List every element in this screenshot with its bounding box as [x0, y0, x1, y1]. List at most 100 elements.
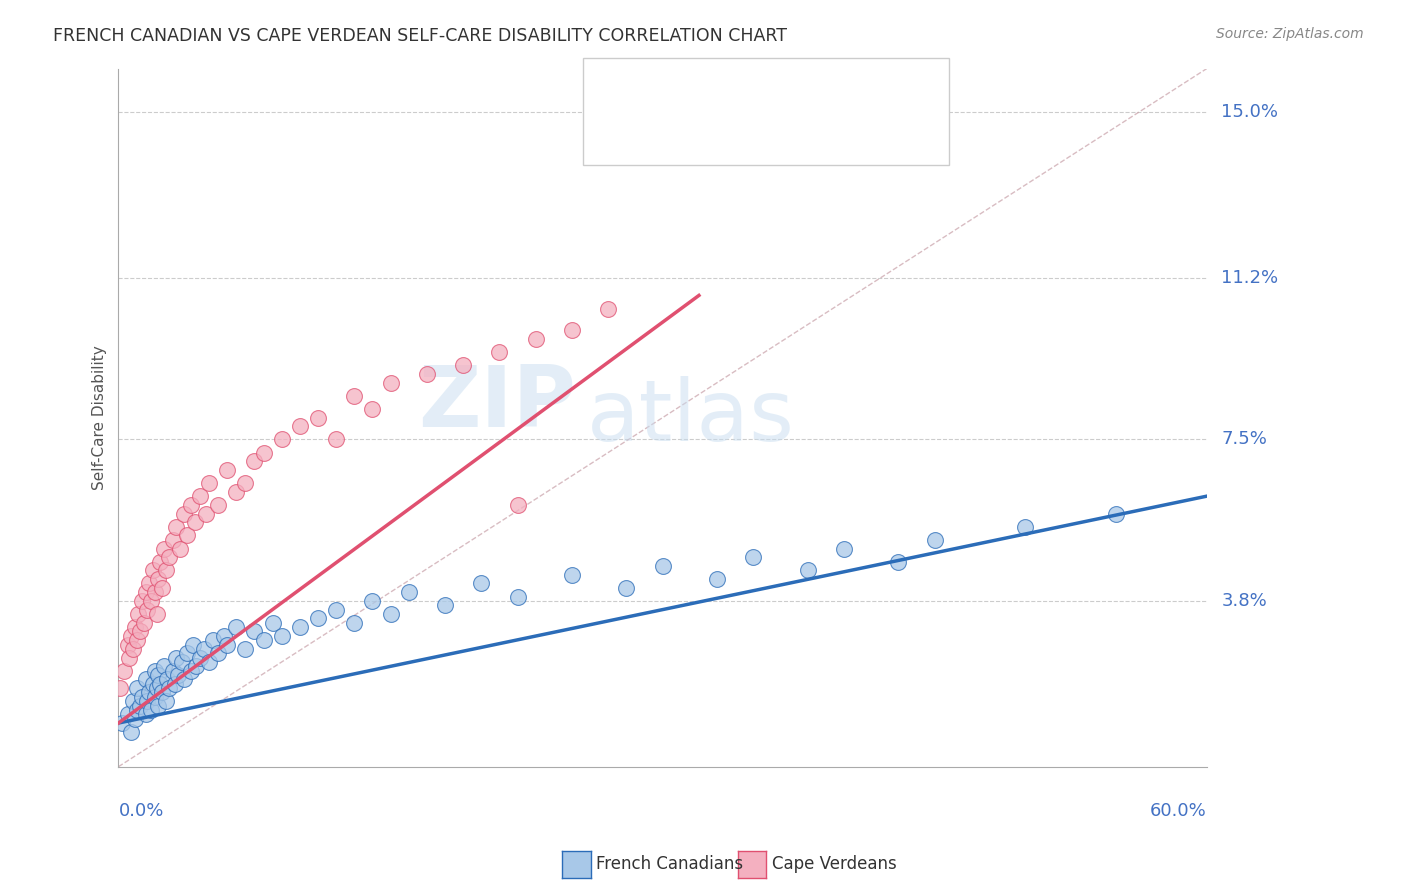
Point: [129, 624, 152, 639]
Point: [162, 533, 184, 547]
Text: 7.5%: 7.5%: [1222, 431, 1267, 449]
Point: [176, 528, 198, 542]
Point: [145, 607, 167, 621]
Point: [150, 685, 173, 699]
Point: [181, 638, 204, 652]
Point: [270, 433, 292, 447]
Point: [307, 611, 329, 625]
Point: [148, 698, 170, 713]
Text: N = 70: N = 70: [780, 82, 838, 100]
Point: [139, 703, 162, 717]
Point: [112, 664, 135, 678]
Point: [117, 707, 139, 722]
Point: [124, 620, 146, 634]
Point: [142, 677, 165, 691]
Point: [156, 673, 179, 687]
Point: [155, 563, 177, 577]
Text: N = 58: N = 58: [780, 120, 838, 138]
Point: [243, 624, 266, 639]
Point: [217, 463, 239, 477]
Point: [451, 358, 474, 372]
Point: [132, 615, 155, 630]
Point: [120, 724, 142, 739]
Text: 3.8%: 3.8%: [1222, 592, 1267, 610]
Point: [832, 541, 855, 556]
Point: [651, 558, 673, 573]
Point: [742, 550, 765, 565]
Point: [235, 641, 257, 656]
Point: [138, 685, 160, 699]
Point: [235, 476, 257, 491]
Text: Cape Verdeans: Cape Verdeans: [772, 855, 897, 873]
Point: [122, 641, 145, 656]
Text: French Canadians: French Canadians: [596, 855, 744, 873]
Point: [148, 572, 170, 586]
Point: [173, 507, 195, 521]
Point: [361, 594, 384, 608]
Point: [135, 707, 157, 722]
Point: [598, 301, 620, 316]
Point: [887, 555, 910, 569]
Point: [143, 664, 166, 678]
Point: [561, 323, 583, 337]
Point: [262, 615, 284, 630]
Point: [561, 567, 583, 582]
Point: [1014, 519, 1036, 533]
Point: [180, 664, 202, 678]
Point: [166, 519, 188, 533]
Point: [706, 572, 728, 586]
Point: [380, 376, 402, 390]
Point: [143, 585, 166, 599]
Point: [122, 694, 145, 708]
Point: [152, 659, 174, 673]
Point: [201, 633, 224, 648]
Point: [136, 602, 159, 616]
Point: [138, 576, 160, 591]
Point: [131, 594, 153, 608]
Text: 60.0%: 60.0%: [1150, 802, 1206, 820]
Point: [207, 646, 229, 660]
Text: ZIP: ZIP: [418, 362, 575, 445]
Point: [924, 533, 946, 547]
Point: [152, 541, 174, 556]
Point: [148, 668, 170, 682]
Point: [252, 445, 274, 459]
Text: FRENCH CANADIAN VS CAPE VERDEAN SELF-CARE DISABILITY CORRELATION CHART: FRENCH CANADIAN VS CAPE VERDEAN SELF-CAR…: [53, 27, 787, 45]
Point: [129, 698, 152, 713]
Point: [212, 629, 235, 643]
Point: [135, 585, 157, 599]
Point: [142, 563, 165, 577]
Point: [173, 673, 195, 687]
Point: [186, 659, 208, 673]
Point: [163, 677, 186, 691]
Point: [120, 629, 142, 643]
Point: [176, 646, 198, 660]
Point: [170, 655, 193, 669]
Point: [125, 633, 148, 648]
Point: [524, 332, 547, 346]
Point: [243, 454, 266, 468]
Point: [194, 507, 217, 521]
Text: 11.2%: 11.2%: [1222, 269, 1278, 287]
Point: [149, 555, 172, 569]
Point: [225, 484, 247, 499]
Point: [506, 590, 529, 604]
Point: [125, 703, 148, 717]
Text: 0.0%: 0.0%: [118, 802, 165, 820]
Point: [288, 419, 311, 434]
Point: [166, 650, 188, 665]
Point: [139, 594, 162, 608]
Point: [110, 681, 132, 695]
Point: [270, 629, 292, 643]
Text: 15.0%: 15.0%: [1222, 103, 1278, 121]
Point: [433, 599, 456, 613]
Point: [183, 516, 205, 530]
Point: [416, 367, 439, 381]
Point: [488, 345, 510, 359]
Point: [111, 716, 134, 731]
Point: [127, 607, 149, 621]
Point: [180, 498, 202, 512]
Point: [157, 550, 180, 565]
Point: [155, 694, 177, 708]
Point: [198, 476, 221, 491]
